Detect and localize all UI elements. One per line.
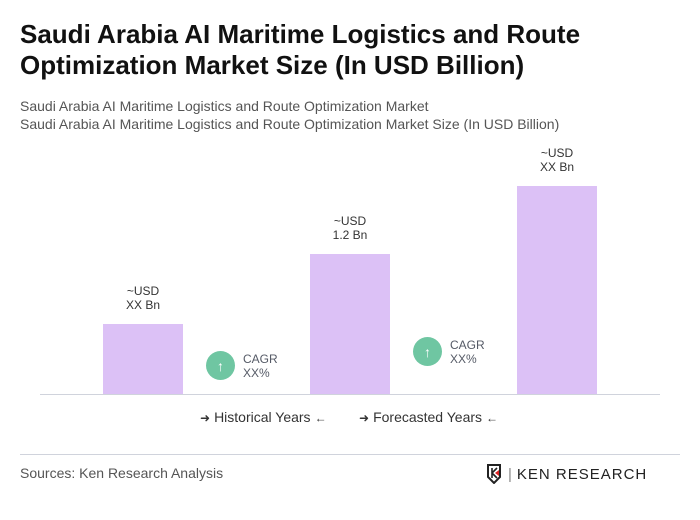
arrow-up-icon: ↑: [206, 351, 235, 380]
cagr-label: CAGR: [450, 337, 485, 352]
arrow-right-icon: ➜: [200, 411, 211, 425]
subtitle-2: Saudi Arabia AI Maritime Logistics and R…: [20, 116, 560, 132]
data-label-3: ~USD XX Bn: [497, 146, 617, 174]
data-label-2-value: 1.2 Bn: [332, 228, 368, 242]
data-label-2-prefix: ~USD: [333, 214, 367, 228]
logo-text: KEN RESEARCH: [516, 465, 648, 483]
source-text: Sources: Ken Research Analysis: [20, 465, 224, 481]
divider: [20, 454, 680, 455]
bar-1: [103, 324, 183, 394]
legend-historical: ➜ Historical Years ←: [196, 409, 331, 425]
x-axis-line: [40, 394, 660, 395]
data-label-3-value: XX Bn: [539, 160, 575, 174]
legend-forecasted: ➜ Forecasted Years ←: [355, 409, 502, 425]
legend-forecasted-label: Forecasted Years: [373, 409, 483, 425]
bar-2: [310, 254, 390, 394]
arrow-up-icon: ↑: [413, 337, 442, 366]
data-label-1-prefix: ~USD: [126, 284, 160, 298]
arrow-right-icon: ➜: [359, 411, 370, 425]
cagr-label: CAGR: [243, 351, 278, 366]
cagr-value: XX%: [243, 365, 270, 380]
data-label-1: ~USD XX Bn: [83, 284, 203, 312]
data-label-3-prefix: ~USD: [540, 146, 574, 160]
legend-historical-label: Historical Years: [214, 409, 311, 425]
data-label-1-value: XX Bn: [125, 298, 161, 312]
logo-separator: |: [508, 465, 513, 483]
cagr-annotation-1: ↑ CAGR XX%: [206, 351, 278, 380]
arrow-left-icon: ←: [314, 411, 327, 425]
data-label-2: ~USD 1.2 Bn: [290, 214, 410, 242]
logo-mark-icon: [487, 464, 501, 484]
bar-3: [517, 186, 597, 394]
cagr-annotation-2: ↑ CAGR XX%: [413, 337, 485, 366]
subtitle: Saudi Arabia AI Maritime Logistics and R…: [20, 98, 429, 114]
chart-title: Saudi Arabia AI Maritime Logistics and R…: [20, 19, 581, 80]
ken-research-logo: | KEN RESEARCH: [486, 464, 647, 484]
cagr-value: XX%: [450, 351, 477, 366]
arrow-left-icon: ←: [486, 411, 499, 425]
